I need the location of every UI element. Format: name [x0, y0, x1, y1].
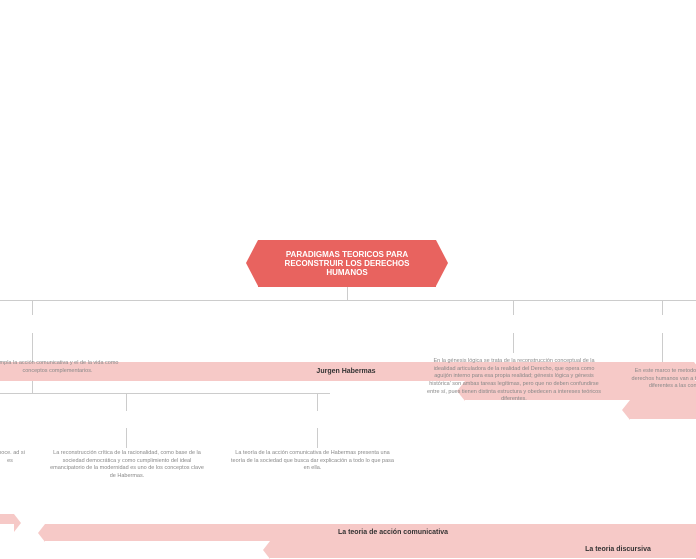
comunicativa-label: La teoria de acción comunicativa — [338, 529, 448, 536]
leaf-left-desc: onoce. ad si es — [0, 450, 25, 465]
node-discursiva[interactable]: La teoria discursiva — [270, 541, 696, 558]
connector — [662, 300, 663, 315]
connector — [126, 428, 127, 448]
vision-desc: En este marco te metodológico, la int de… — [625, 368, 696, 391]
comunicativa-desc: La reconstrucción crítica de la racional… — [48, 450, 206, 481]
node-vision[interactable]: Visión antropol der — [630, 400, 696, 419]
discursiva-label: La teoria discursiva — [585, 546, 651, 553]
connector — [347, 285, 348, 300]
connector — [0, 393, 330, 394]
connector — [662, 333, 663, 363]
connector — [126, 393, 127, 411]
tension-desc: En la génesis lógica se trata de la reco… — [425, 358, 603, 404]
habermas-desc: empla la acción comunicativa y el de la … — [0, 360, 120, 375]
root-title: PARADIGMAS TEORICOS PARA RECONSTRUIR LOS… — [285, 250, 410, 277]
connector — [32, 300, 33, 315]
connector — [513, 300, 514, 315]
node-comunicativa[interactable]: La teoria de acción comunicativa — [45, 524, 696, 541]
discursiva-desc: La teoría de la acción comunicativa de H… — [230, 450, 395, 473]
connector — [317, 428, 318, 448]
connector — [513, 333, 514, 353]
habermas-label: Jurgen Habermas — [316, 368, 375, 375]
root-node[interactable]: PARADIGMAS TEORICOS PARA RECONSTRUIR LOS… — [258, 240, 436, 287]
connector — [0, 300, 696, 301]
node-leaf-cut[interactable] — [0, 514, 14, 524]
connector — [317, 393, 318, 411]
